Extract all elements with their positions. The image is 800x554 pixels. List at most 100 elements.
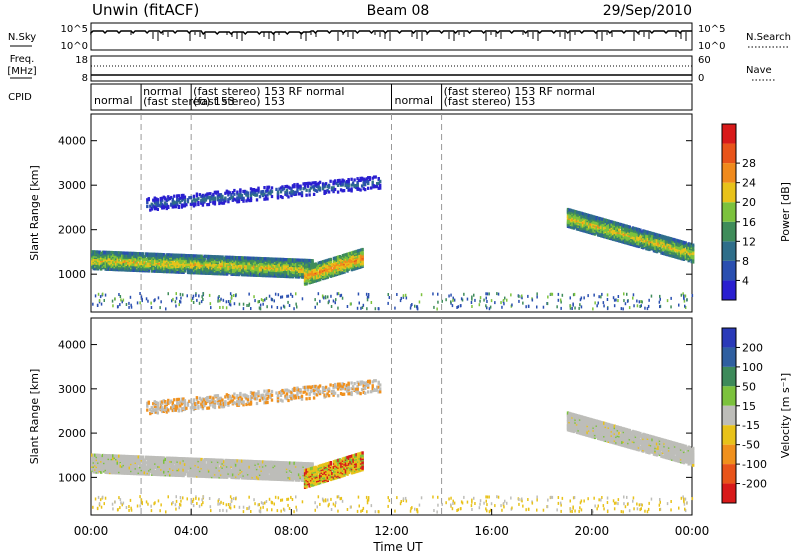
data-cell (131, 469, 134, 473)
data-cell (127, 267, 130, 271)
ground-scatter-cell (636, 304, 639, 308)
data-cell (131, 263, 134, 267)
data-cell (230, 193, 233, 197)
ground-scatter-cell (641, 300, 643, 304)
data-cell (649, 242, 653, 246)
data-cell (281, 257, 284, 261)
data-cell (365, 179, 368, 183)
data-cell (163, 467, 166, 471)
ground-scatter-cell (569, 306, 572, 310)
data-cell (333, 181, 337, 185)
data-cell (338, 270, 342, 274)
data-cell (239, 188, 242, 192)
data-cell (182, 262, 185, 266)
data-cell (302, 272, 305, 276)
data-cell (198, 254, 202, 258)
data-cell (299, 184, 302, 188)
data-cell (364, 183, 367, 187)
data-cell (188, 196, 191, 200)
data-cell (361, 250, 364, 254)
data-cell (146, 462, 149, 466)
data-cell (174, 201, 177, 205)
data-cell (219, 255, 223, 259)
freq-tick-top: 18 (75, 55, 88, 66)
ground-scatter-cell (167, 292, 169, 296)
data-cell (161, 202, 164, 206)
cpid-segment-label: (fast stereo) 153 RF normal (193, 85, 344, 98)
data-cell (622, 239, 625, 243)
ground-scatter-cell (145, 297, 148, 301)
ground-scatter-cell (666, 299, 669, 303)
ground-scatter-cell (479, 299, 481, 303)
data-cell (651, 231, 654, 236)
ground-scatter-cell (250, 307, 252, 310)
data-cell (598, 216, 601, 221)
data-cell (210, 194, 214, 199)
data-cell (633, 226, 636, 230)
data-cell (101, 250, 104, 254)
data-cell (173, 194, 176, 198)
ground-scatter-cell (330, 305, 333, 308)
data-cell (312, 181, 316, 185)
data-cell (290, 187, 293, 191)
data-cell (176, 463, 179, 468)
data-cell (98, 453, 101, 457)
data-cell (324, 182, 328, 186)
data-cell (163, 460, 166, 464)
data-cell (92, 267, 95, 271)
data-cell (270, 257, 274, 261)
ground-scatter-cell (600, 295, 602, 299)
data-cell (179, 200, 182, 204)
data-cell (106, 454, 109, 458)
data-cell (278, 263, 281, 267)
ground-scatter-cell (202, 298, 204, 301)
ground-scatter-cell (486, 300, 488, 303)
colorbar-swatch (722, 280, 736, 300)
data-cell (670, 237, 674, 241)
ground-scatter-cell (374, 307, 377, 311)
data-cell (194, 198, 197, 202)
cpid-segment-label: normal (94, 94, 133, 107)
data-cell (249, 187, 253, 191)
data-cell (315, 182, 319, 187)
data-cell (270, 263, 274, 267)
data-cell (654, 238, 657, 242)
data-cell (305, 188, 308, 192)
data-cell (669, 245, 672, 249)
data-cell (242, 189, 245, 194)
data-cell (213, 196, 217, 200)
ground-scatter-cell (572, 293, 575, 297)
data-cell (177, 457, 181, 461)
data-cell (163, 463, 166, 467)
data-cell (344, 253, 348, 257)
data-cell (133, 466, 136, 470)
data-cell (346, 268, 349, 272)
data-cell (157, 463, 160, 467)
ground-scatter-cell (612, 296, 615, 300)
ground-scatter-cell (601, 292, 603, 296)
data-cell (273, 264, 277, 268)
data-cell (219, 200, 223, 204)
ground-scatter-cell (488, 307, 491, 311)
data-cell (350, 187, 353, 191)
data-cell (326, 184, 329, 188)
data-cell (161, 456, 164, 460)
data-cell (107, 267, 110, 271)
data-cell (311, 263, 314, 267)
data-cell (179, 457, 182, 461)
cpid-segment-label: (fast stereo) 153 (193, 95, 285, 108)
data-cell (156, 201, 159, 205)
data-cell (682, 240, 686, 245)
data-cell (134, 455, 137, 459)
data-cell (631, 226, 635, 230)
ground-scatter-cell (580, 305, 583, 309)
ground-scatter-cell (337, 292, 340, 296)
data-cell (158, 267, 161, 271)
ground-scatter-cell (518, 294, 520, 298)
data-cell (349, 251, 352, 255)
data-cell (204, 260, 208, 264)
data-cell (180, 459, 184, 464)
data-cell (254, 190, 257, 194)
data-cell (134, 470, 137, 474)
data-cell (155, 252, 158, 256)
